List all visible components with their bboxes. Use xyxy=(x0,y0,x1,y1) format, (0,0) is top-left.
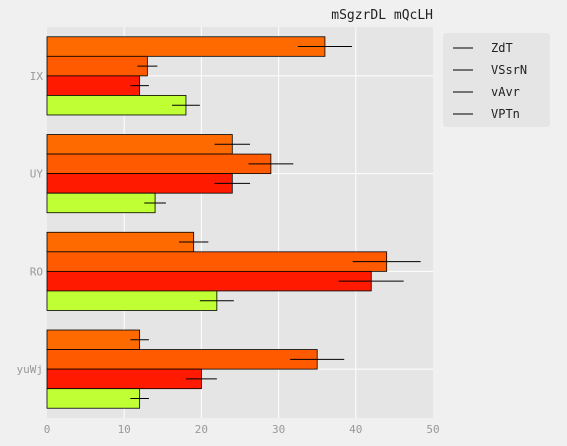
bar xyxy=(46,349,318,370)
bar xyxy=(46,251,388,272)
y-tick-label: yuWj xyxy=(17,363,44,376)
legend-label: vAvr xyxy=(491,85,520,99)
bar xyxy=(46,388,141,409)
y-axis-ticks: IX UY RO yuWj xyxy=(17,70,44,376)
chart-title: mSgzrDL mQcLH xyxy=(331,8,433,23)
bar xyxy=(46,290,218,311)
bar xyxy=(46,134,233,155)
legend-box xyxy=(443,33,550,127)
legend-label: ZdT xyxy=(491,41,513,55)
x-tick-label: 10 xyxy=(118,423,131,436)
error-bars xyxy=(130,46,421,399)
bar xyxy=(46,95,187,116)
y-tick-label: RO xyxy=(30,265,43,278)
x-tick-label: 30 xyxy=(272,423,285,436)
legend-label: VSsrN xyxy=(491,63,527,77)
bar xyxy=(46,153,272,175)
x-axis-ticks: 0 10 20 30 40 50 xyxy=(44,423,440,436)
bar xyxy=(46,55,148,77)
legend: ZdT VSsrN vAvr VPTn xyxy=(443,33,550,127)
bar xyxy=(46,36,326,57)
x-tick-label: 0 xyxy=(44,423,51,436)
y-tick-label: UY xyxy=(30,168,44,181)
bar xyxy=(46,329,141,350)
bar xyxy=(46,270,372,292)
y-tick-label: IX xyxy=(30,70,44,83)
x-tick-label: 40 xyxy=(349,423,362,436)
bar xyxy=(46,192,156,214)
bar xyxy=(46,75,141,96)
bar xyxy=(46,173,233,194)
bar xyxy=(46,368,202,390)
bars xyxy=(46,36,388,409)
legend-entries: ZdT VSsrN vAvr VPTn xyxy=(453,41,527,121)
legend-label: VPTn xyxy=(491,107,520,121)
bar xyxy=(46,231,195,253)
x-tick-label: 50 xyxy=(426,423,439,436)
x-tick-label: 20 xyxy=(195,423,208,436)
